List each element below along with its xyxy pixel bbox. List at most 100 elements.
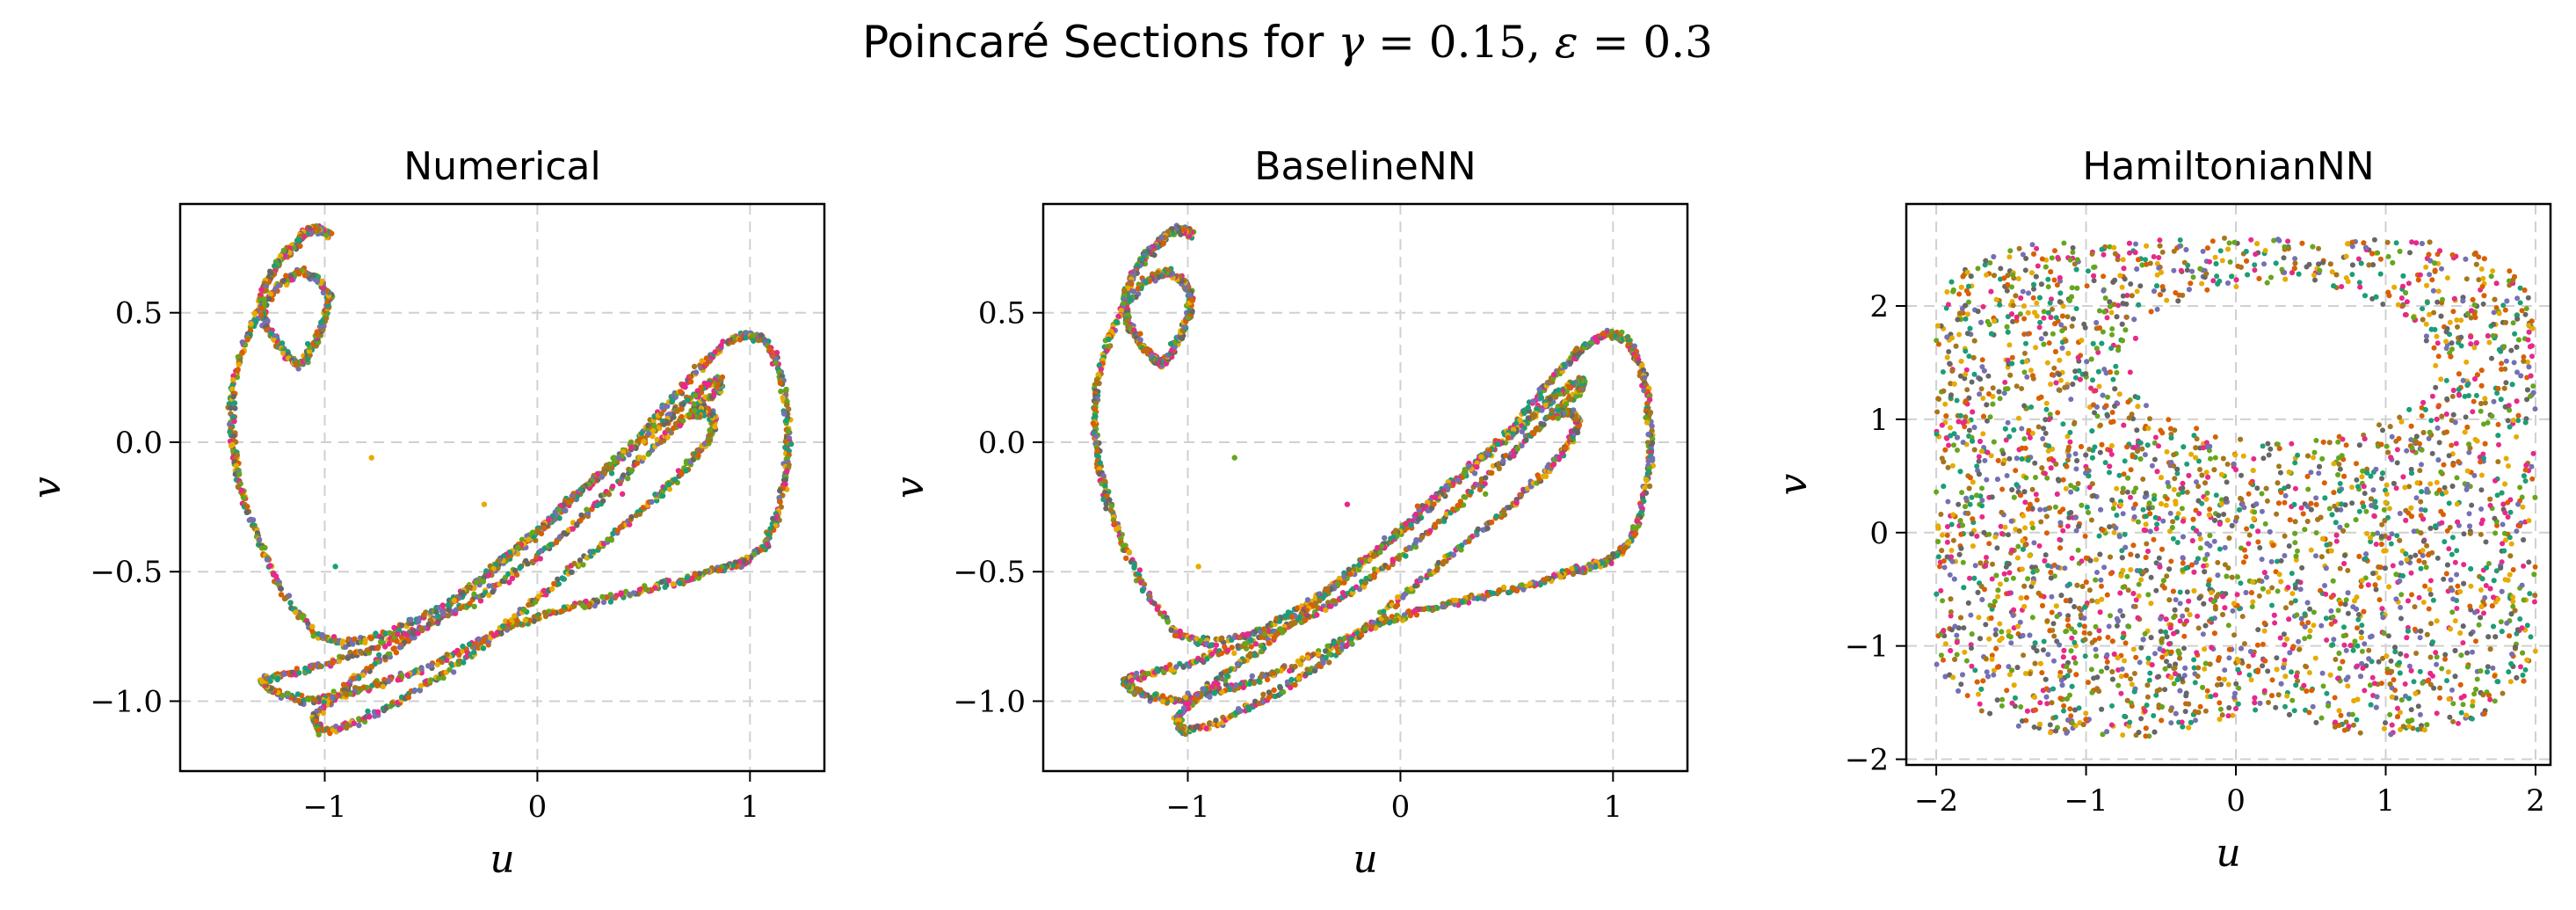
scatter-point bbox=[599, 593, 606, 600]
scatter-point bbox=[1392, 528, 1399, 534]
scatter-point bbox=[475, 636, 482, 642]
scatter-point bbox=[231, 400, 238, 406]
scatter-point bbox=[663, 404, 669, 410]
scatter-point bbox=[521, 607, 527, 613]
scatter-point bbox=[1324, 643, 1331, 650]
scatter-point bbox=[777, 380, 784, 386]
scatter-point bbox=[684, 575, 690, 581]
scatter-point bbox=[619, 491, 626, 498]
scatter-point bbox=[460, 644, 466, 650]
scatter-point bbox=[239, 339, 245, 346]
scatter-point bbox=[1482, 481, 1488, 487]
scatter-point bbox=[661, 421, 667, 427]
scatter-point bbox=[229, 386, 236, 392]
scatter-point bbox=[1406, 544, 1412, 550]
scatter-point bbox=[283, 273, 289, 279]
scatter-point bbox=[1519, 428, 1526, 434]
scatter-point bbox=[571, 603, 577, 609]
scatter-point bbox=[310, 633, 316, 639]
scatter-point bbox=[600, 498, 606, 504]
scatter-point bbox=[1483, 475, 1489, 481]
scatter-point bbox=[607, 592, 613, 598]
scatter-point bbox=[408, 616, 414, 622]
scatter-point bbox=[628, 467, 635, 473]
scatter-point bbox=[1647, 411, 1653, 417]
scatter-point bbox=[555, 576, 561, 582]
scatter-point bbox=[1645, 431, 1651, 438]
scatter-point bbox=[707, 427, 713, 433]
scatter-point bbox=[440, 674, 446, 681]
scatter-point bbox=[1304, 597, 1311, 603]
scatter-point bbox=[301, 273, 308, 279]
scatter-point bbox=[279, 340, 286, 346]
scatter-point bbox=[1240, 684, 1247, 691]
scatter-point bbox=[1474, 464, 1480, 470]
scatter-point bbox=[356, 722, 362, 729]
scatter-point bbox=[584, 506, 590, 513]
scatter-point bbox=[687, 379, 694, 385]
scatter-point bbox=[283, 281, 290, 288]
scatter-point bbox=[330, 659, 336, 666]
scatter-point bbox=[267, 291, 274, 297]
scatter-point bbox=[317, 324, 323, 330]
scatter-point bbox=[302, 665, 308, 672]
scatter-point bbox=[515, 544, 521, 550]
scatter-point bbox=[558, 608, 564, 615]
scatter-point bbox=[549, 586, 555, 593]
scatter-point bbox=[1123, 555, 1129, 562]
scatter-point bbox=[645, 430, 652, 437]
scatter-point bbox=[1645, 469, 1651, 475]
scatter-point bbox=[783, 417, 790, 424]
scatter-point bbox=[446, 607, 452, 613]
scatter-point bbox=[391, 624, 397, 631]
scatter-point bbox=[1137, 331, 1143, 337]
scatter-point bbox=[285, 690, 292, 697]
scatter-point bbox=[389, 700, 395, 706]
scatter-point bbox=[369, 644, 375, 652]
scatter-point bbox=[258, 545, 265, 551]
scatter-point bbox=[1405, 608, 1412, 615]
scatter-point bbox=[1200, 686, 1206, 692]
scatter-point bbox=[1165, 619, 1171, 625]
scatter-point bbox=[368, 455, 374, 461]
scatter-point bbox=[451, 669, 457, 675]
scatter-point bbox=[1130, 288, 1137, 295]
scatter-point bbox=[609, 484, 616, 490]
scatter-point bbox=[481, 501, 488, 507]
scatter-point bbox=[1271, 635, 1277, 641]
scatter-point bbox=[1389, 614, 1396, 620]
scatter-point bbox=[1506, 589, 1513, 595]
figure-title: Poincaré Sections for γ = 0.15, ε = 0.3 bbox=[862, 17, 1713, 68]
scatter-point bbox=[1408, 521, 1414, 528]
scatter-point bbox=[1155, 269, 1161, 276]
scatter-point bbox=[1155, 604, 1161, 610]
scatter-point bbox=[526, 536, 532, 542]
scatter-point bbox=[1646, 483, 1653, 490]
scatter-point bbox=[699, 358, 705, 364]
scatter-point bbox=[278, 586, 284, 592]
scatter-point bbox=[1494, 441, 1501, 448]
scatter-point bbox=[1159, 698, 1166, 704]
scatter-point bbox=[788, 440, 795, 448]
scatter-point bbox=[366, 714, 373, 720]
scatter-point bbox=[786, 428, 792, 434]
scatter-point bbox=[1112, 520, 1118, 527]
scatter-point bbox=[1096, 380, 1102, 387]
scatter-point bbox=[258, 305, 265, 311]
y-tick-label: −0.5 bbox=[90, 555, 163, 590]
scatter-point bbox=[304, 340, 311, 347]
scatter-point bbox=[295, 237, 301, 244]
scatter-point bbox=[1244, 631, 1251, 637]
scatter-point bbox=[696, 571, 703, 577]
scatter-point bbox=[461, 659, 467, 666]
scatter-point bbox=[374, 645, 381, 652]
scatter-point bbox=[330, 694, 336, 700]
scatter-point bbox=[234, 452, 240, 458]
scatter-point bbox=[1468, 489, 1475, 495]
scatter-point bbox=[1295, 658, 1302, 665]
scatter-point bbox=[649, 499, 655, 505]
scatter-point bbox=[404, 672, 410, 678]
scatter-point bbox=[275, 282, 281, 288]
scatter-point bbox=[662, 584, 668, 590]
